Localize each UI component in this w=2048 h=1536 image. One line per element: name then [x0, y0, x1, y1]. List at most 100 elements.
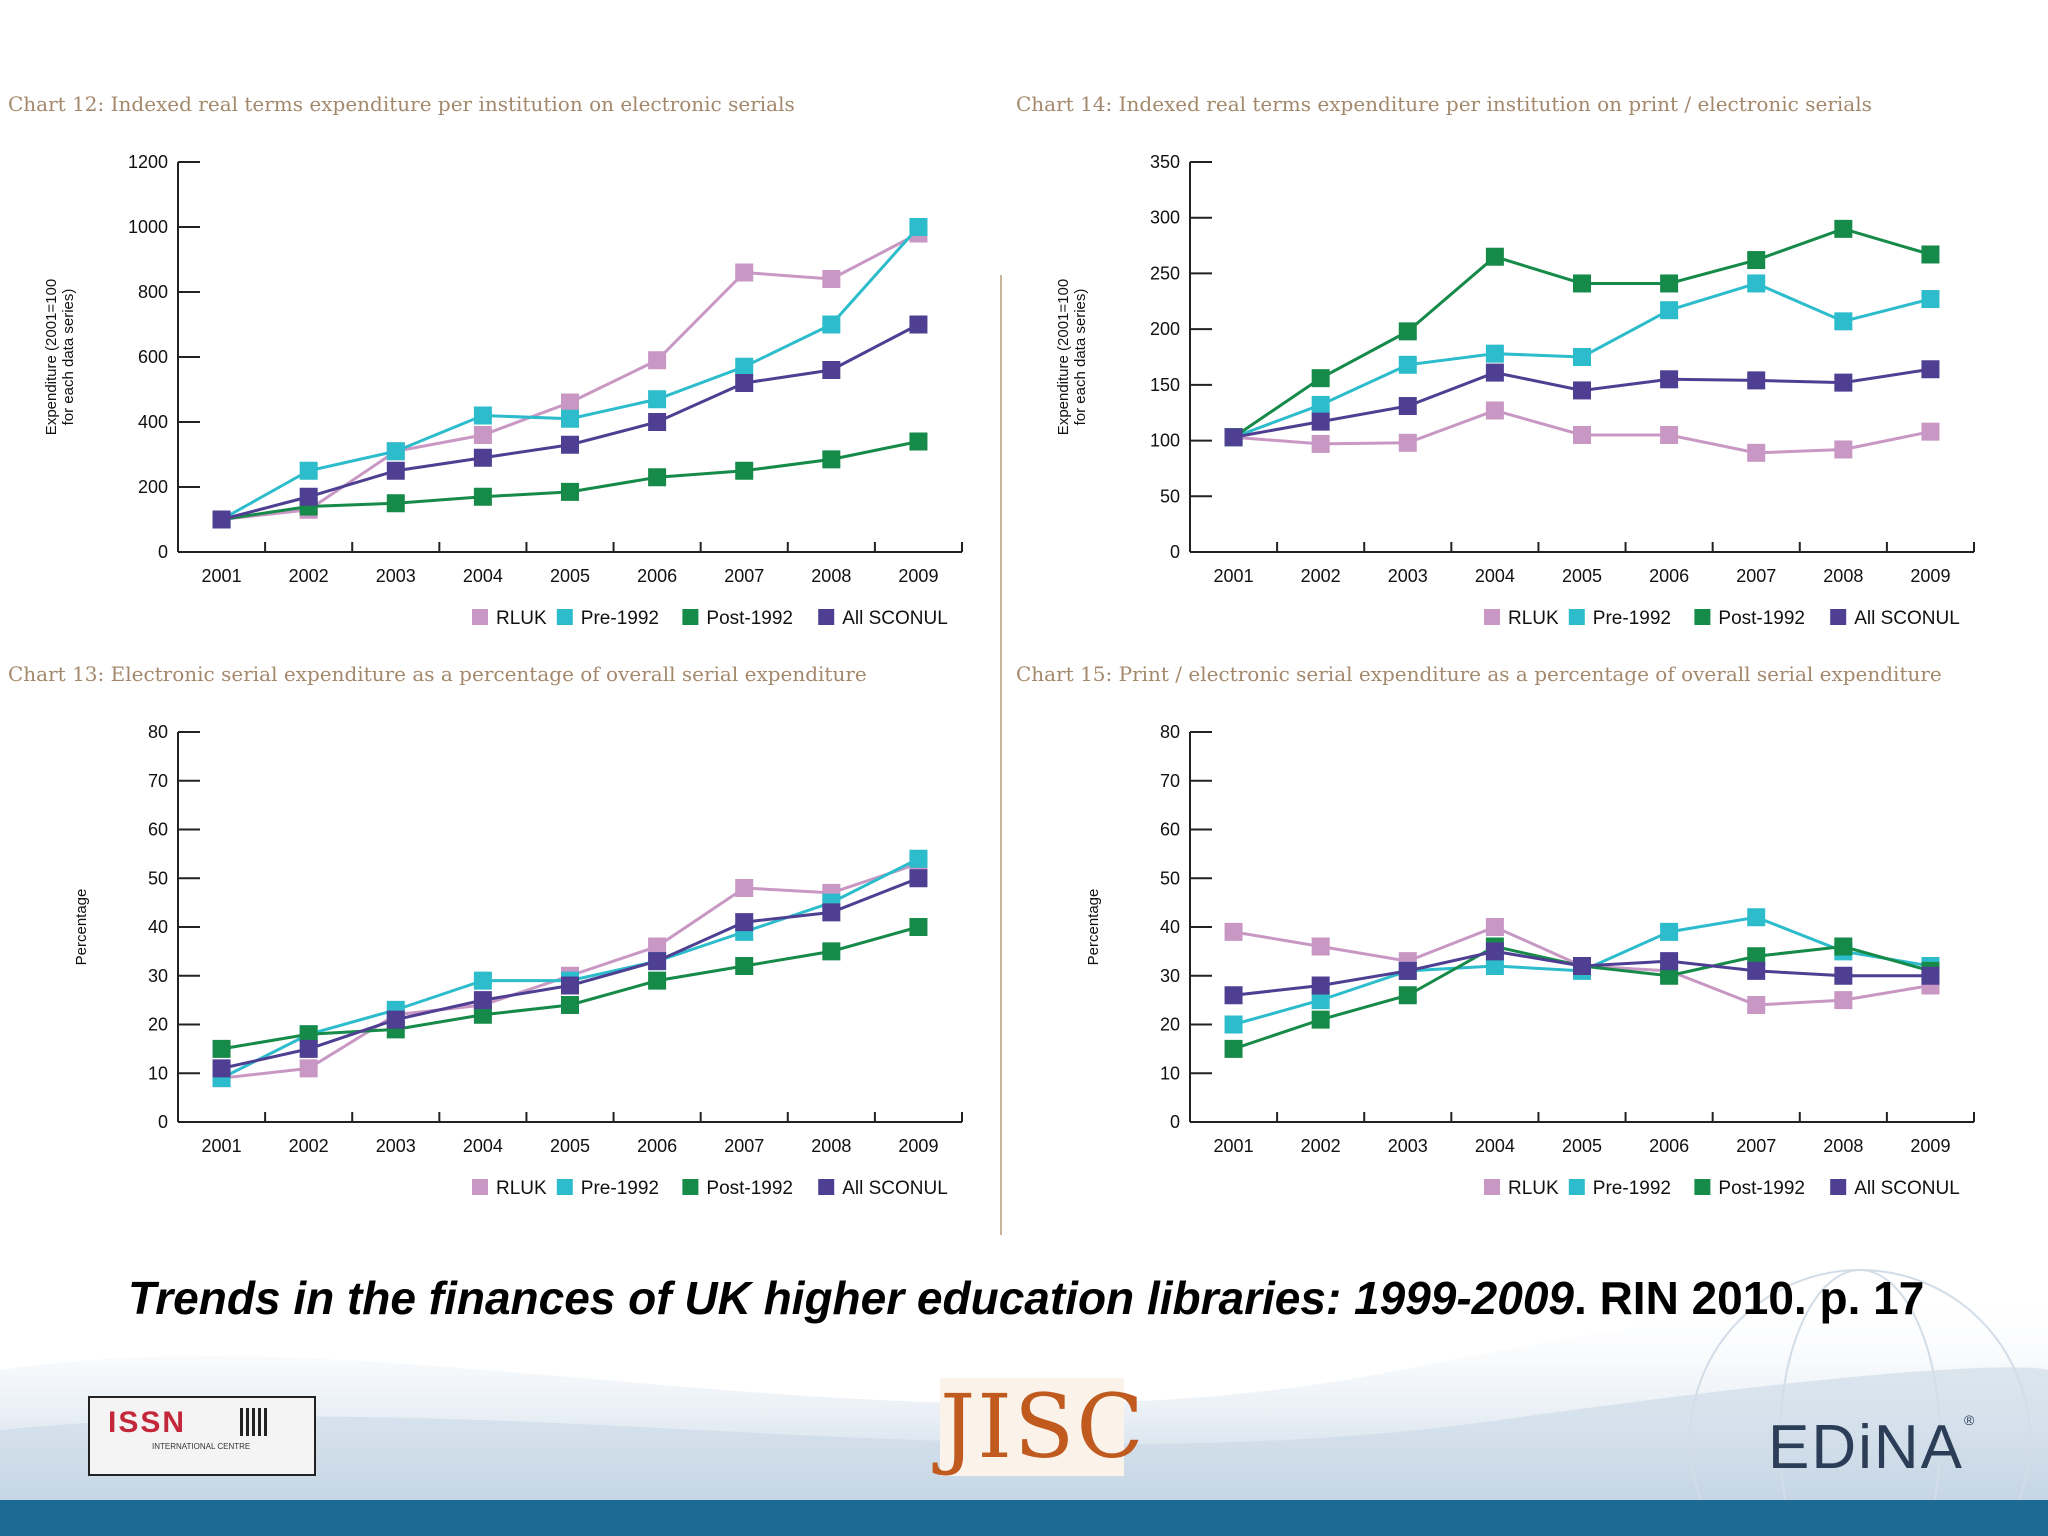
legend-label: All SCONUL: [1854, 1178, 1960, 1199]
data-point: [473, 426, 492, 444]
data-point: [1834, 991, 1853, 1010]
data-point: [212, 1039, 231, 1058]
bottom-bar: [0, 1500, 2048, 1536]
data-point: [473, 971, 492, 990]
y-tick-label: 30: [148, 966, 168, 986]
data-point: [1311, 937, 1330, 956]
data-point: [822, 903, 841, 922]
data-point: [299, 461, 318, 480]
y-tick-label: 350: [1150, 152, 1180, 172]
issn-logo-text: ISSN: [108, 1406, 187, 1439]
legend-label: RLUK: [496, 1178, 547, 1199]
citation: Trends in the finances of UK higher educ…: [128, 1268, 2008, 1328]
y-tick-label: 1200: [128, 152, 168, 172]
data-point: [648, 952, 667, 971]
data-point: [648, 413, 667, 431]
data-point: [1921, 245, 1940, 264]
data-point: [1311, 991, 1330, 1010]
data-point: [735, 357, 754, 376]
data-point: [1660, 301, 1679, 320]
edina-logo: EDiNA®: [1768, 1412, 1976, 1483]
y-axis-label-line: Expenditure (2001=100: [1055, 279, 1072, 435]
data-point: [909, 218, 928, 236]
data-point: [648, 971, 667, 990]
data-point: [1660, 966, 1679, 985]
data-point: [1660, 274, 1679, 293]
x-tick-label: 2008: [811, 566, 851, 586]
data-point: [822, 450, 841, 469]
x-tick-label: 2008: [811, 1136, 851, 1156]
legend-swatch: [1830, 1179, 1847, 1195]
y-axis-label-line: for each data series): [1072, 289, 1089, 426]
y-tick-label: 50: [148, 868, 168, 888]
registered-mark-icon: ®: [1964, 1412, 1977, 1428]
chart12-plot: 0 200 400 600 800 1000 1200 2001 2002 2003 2004 200…: [43, 152, 963, 629]
data-point: [1573, 381, 1591, 400]
legend-label: Pre-1992: [1593, 1178, 1671, 1199]
y-tick-label: 60: [148, 820, 168, 840]
data-point: [1573, 426, 1591, 444]
data-point: [822, 361, 841, 379]
issn-logo-subtext: INTERNATIONAL CENTRE: [152, 1442, 251, 1451]
chart14-plot: 0 50 100 150 200 250 300 350 2001 2002 2003 2004 200…: [1055, 152, 1975, 629]
legend-swatch: [556, 1179, 573, 1195]
y-axis-label: Expenditure (2001=100 for each data serie…: [43, 279, 77, 435]
data-point: [1660, 426, 1679, 444]
data-point: [735, 957, 754, 975]
data-point: [735, 461, 754, 480]
x-tick-label: 2003: [1388, 1136, 1428, 1156]
data-point: [561, 435, 579, 454]
y-tick-label: 50: [1160, 868, 1180, 888]
legend-swatch: [472, 609, 488, 625]
column-divider: [1000, 275, 1002, 1235]
data-point: [386, 1010, 405, 1029]
data-point: [1747, 251, 1766, 270]
y-tick-label: 150: [1150, 375, 1180, 395]
data-point: [299, 1039, 318, 1058]
data-point: [1224, 1039, 1243, 1058]
chart12-title: Chart 12: Indexed real terms expenditure…: [8, 92, 795, 116]
y-tick-label: 30: [1160, 966, 1180, 986]
jisc-logo: JISC: [940, 1375, 1146, 1478]
data-point: [735, 879, 754, 897]
data-point: [473, 448, 492, 467]
y-tick-label: 40: [1160, 917, 1180, 937]
data-point: [299, 1025, 318, 1044]
legend-label: Post-1992: [1718, 608, 1805, 629]
y-tick-label: 70: [148, 771, 168, 791]
data-point: [386, 494, 405, 513]
background-swoosh: [0, 1269, 2048, 1500]
issn-logo: ISSN INTERNATIONAL CENTRE: [88, 1396, 316, 1476]
data-point: [473, 406, 492, 425]
data-point: [299, 1059, 318, 1078]
data-point: [212, 1059, 231, 1078]
data-point: [1747, 443, 1766, 462]
data-point: [1311, 1010, 1330, 1029]
legend-swatch: [1568, 609, 1585, 625]
x-tick-label: 2002: [289, 1136, 329, 1156]
data-point: [648, 351, 667, 370]
data-point: [1834, 937, 1853, 956]
data-point: [1224, 986, 1243, 1005]
legend-swatch: [682, 609, 699, 625]
data-point: [1834, 440, 1853, 459]
data-point: [1834, 966, 1853, 985]
y-axis-label-line: for each data series): [60, 289, 77, 426]
legend-label: All SCONUL: [1854, 608, 1960, 629]
citation-rest: . RIN 2010. p. 17: [1574, 1272, 1925, 1324]
data-point: [1311, 976, 1330, 995]
data-point: [648, 390, 667, 409]
y-tick-label: 40: [148, 917, 168, 937]
legend-swatch: [472, 1179, 488, 1195]
data-point: [1485, 344, 1504, 363]
y-tick-label: 20: [1160, 1015, 1180, 1035]
legend-label: All SCONUL: [842, 1178, 948, 1199]
x-tick-label: 2007: [1736, 1136, 1776, 1156]
data-point: [1660, 922, 1679, 941]
legend-swatch: [1830, 609, 1847, 625]
x-tick-label: 2004: [463, 1136, 503, 1156]
x-tick-label: 2001: [1214, 566, 1254, 586]
data-point: [473, 1005, 492, 1024]
data-point: [473, 487, 492, 506]
data-point: [1311, 395, 1330, 414]
